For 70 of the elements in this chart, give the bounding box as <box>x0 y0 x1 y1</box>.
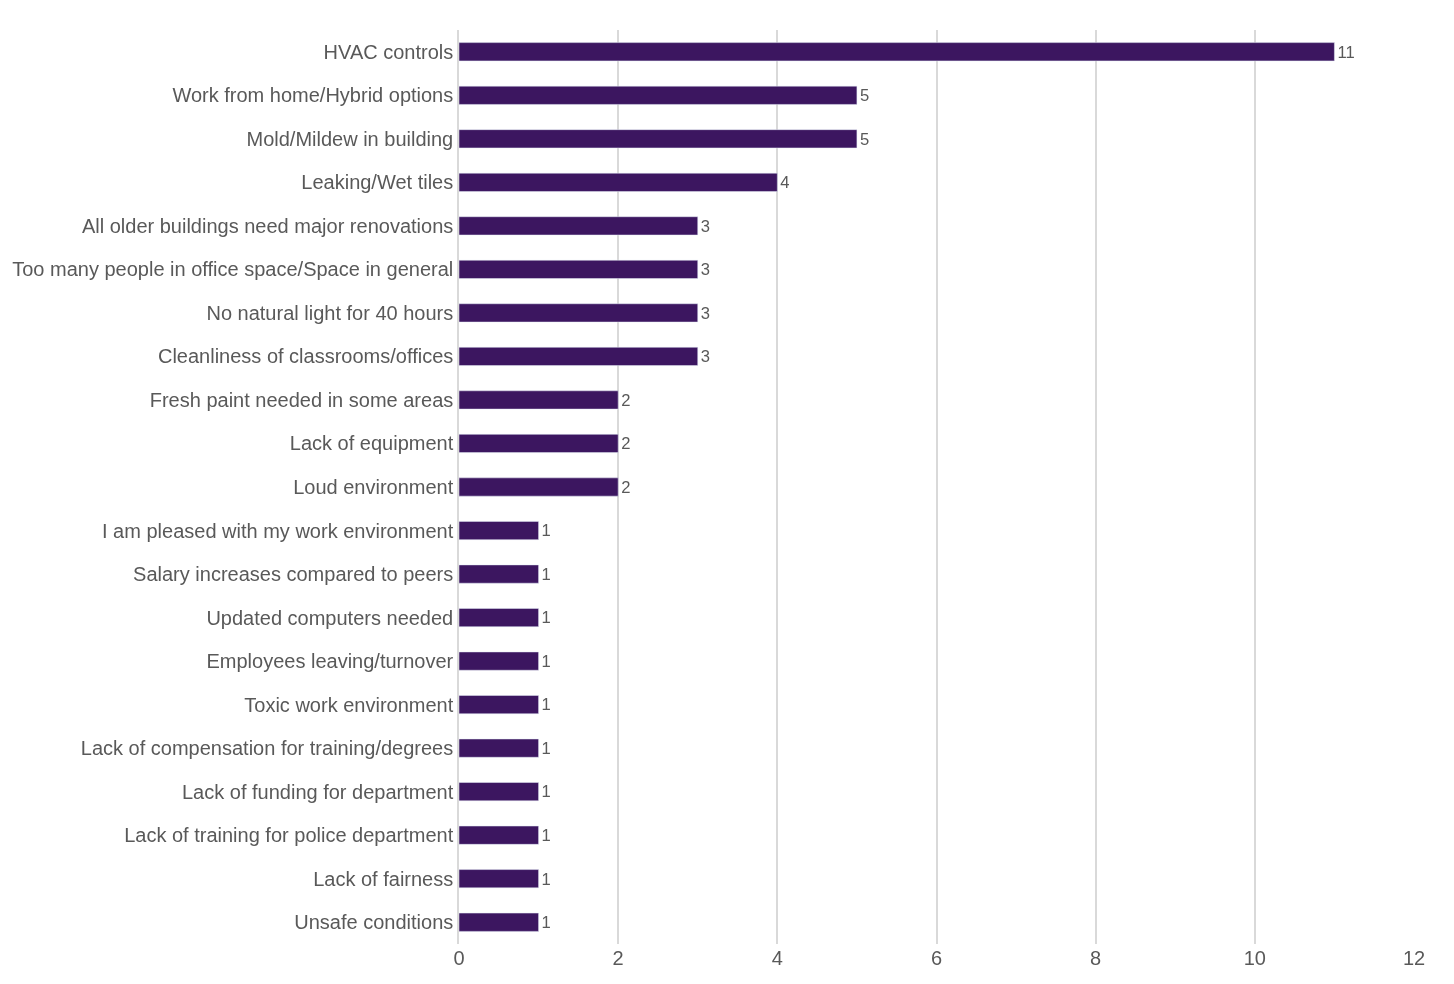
data-label: 3 <box>700 347 710 367</box>
data-label: 1 <box>541 564 551 584</box>
x-tick-label: 10 <box>1243 947 1266 969</box>
x-tick-label: 0 <box>453 947 465 969</box>
y-tick-label: Updated computers needed <box>206 606 454 629</box>
bar <box>459 42 1335 62</box>
x-tick-label: 6 <box>930 947 943 969</box>
y-tick-label: Unsafe conditions <box>294 911 454 934</box>
data-label: 1 <box>541 826 551 846</box>
x-tick-label: 2 <box>612 947 624 969</box>
y-tick-label: Lack of equipment <box>289 432 454 455</box>
data-label: 1 <box>541 695 551 715</box>
data-label: 4 <box>780 173 790 193</box>
data-label: 1 <box>541 521 551 541</box>
y-tick-label: All older buildings need major renovations <box>81 214 454 237</box>
bar <box>459 608 539 627</box>
x-tick-label: 8 <box>1090 947 1102 969</box>
y-tick-label: Lack of fairness <box>313 867 454 890</box>
y-tick-label: No natural light for 40 hours <box>206 301 454 324</box>
bar <box>459 434 619 453</box>
data-label: 1 <box>541 608 551 628</box>
y-tick-label: Toxic work environment <box>244 693 454 716</box>
y-tick-label: Lack of compensation for training/degrees <box>80 737 454 760</box>
y-tick-label: Lack of funding for department <box>181 780 454 803</box>
y-tick-label: Lack of training for police department <box>124 824 454 847</box>
bar <box>459 477 619 497</box>
data-label: 3 <box>700 303 710 323</box>
y-tick-label: Loud environment <box>293 476 454 498</box>
data-label: 1 <box>541 651 551 671</box>
bar <box>459 695 539 715</box>
data-label: 1 <box>541 913 551 933</box>
y-tick-label: HVAC controls <box>323 40 454 63</box>
y-tick-label: Fresh paint needed in some areas <box>149 388 454 411</box>
bar <box>459 390 619 410</box>
y-tick-label: Too many people in office space/Space in general <box>12 258 454 281</box>
data-label: 5 <box>859 129 870 149</box>
bar <box>459 259 698 279</box>
bar <box>459 782 539 802</box>
bar <box>459 303 698 323</box>
data-label: 11 <box>1337 42 1355 62</box>
data-label: 2 <box>621 434 631 454</box>
data-label: 3 <box>700 260 710 280</box>
bar <box>459 172 778 192</box>
bar <box>459 869 539 889</box>
bar <box>459 651 539 671</box>
bar <box>459 564 539 584</box>
y-tick-label: Employees leaving/turnover <box>206 650 454 673</box>
bar <box>459 216 698 236</box>
bar <box>459 825 539 845</box>
y-tick-label: Mold/Mildew in building <box>246 127 454 150</box>
y-tick-label: Work from home/Hybrid options <box>172 84 454 107</box>
x-tick-label: 4 <box>771 947 783 969</box>
y-tick-label: Cleanliness of classrooms/offices <box>157 345 454 368</box>
bar <box>459 738 539 758</box>
data-label: 2 <box>621 390 631 410</box>
bar <box>459 347 698 366</box>
data-label: 3 <box>700 216 710 236</box>
data-label: 2 <box>621 477 631 497</box>
x-tick-label: 12 <box>1402 947 1426 969</box>
data-label: 5 <box>859 86 870 106</box>
bar <box>459 912 539 932</box>
bar <box>459 129 858 149</box>
data-label: 1 <box>541 782 551 802</box>
data-label: 1 <box>541 738 551 758</box>
data-label: 1 <box>541 869 551 889</box>
y-tick-label: Salary increases compared to peers <box>133 563 454 586</box>
bar <box>459 85 858 105</box>
bar <box>459 521 539 540</box>
y-tick-label: Leaking/Wet tiles <box>301 171 454 194</box>
y-tick-label: I am pleased with my work environment <box>102 519 454 542</box>
